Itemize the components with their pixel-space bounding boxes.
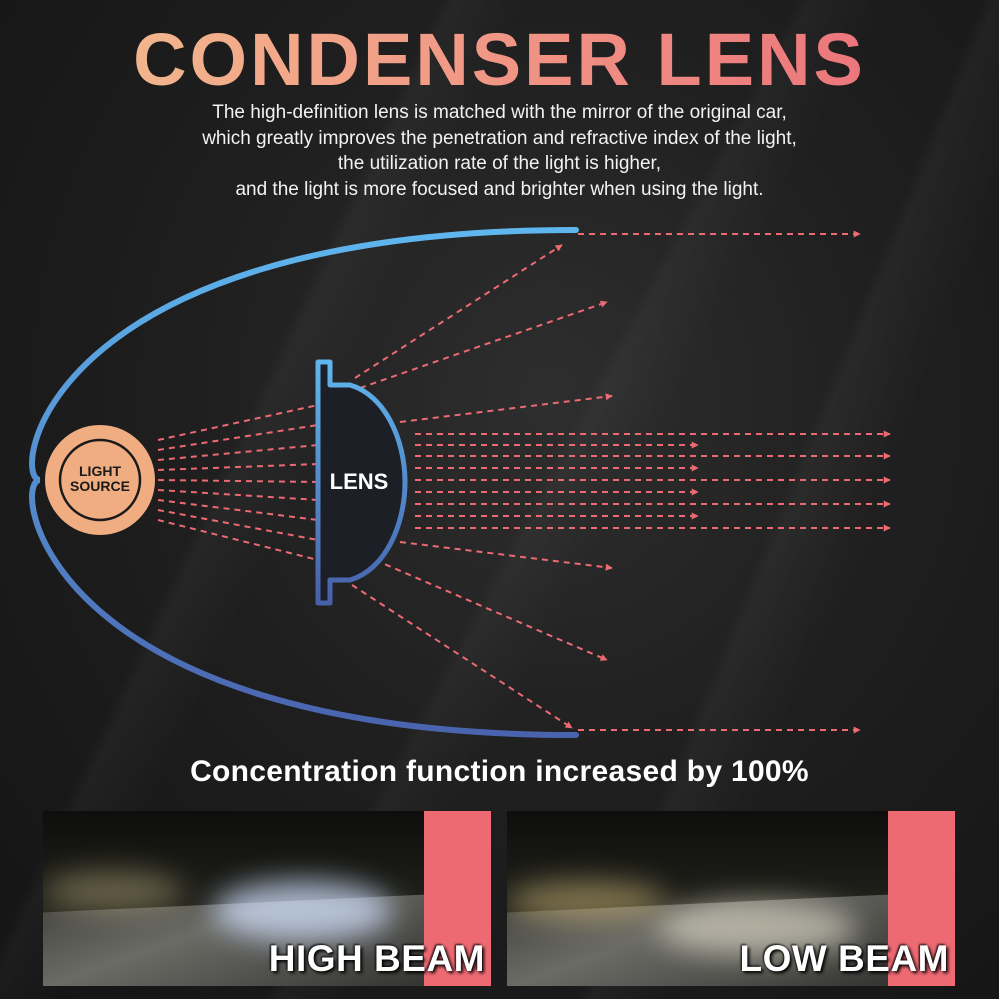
reflector-rays (351, 230, 861, 734)
accent-bar (424, 811, 491, 986)
headlight-glow (43, 871, 183, 911)
description-line: which greatly improves the penetration a… (202, 127, 797, 149)
light-source-label-line1: LIGHT (79, 463, 121, 479)
concentration-caption: Concentration function increased by 100% (190, 755, 809, 788)
description-line: The high-definition lens is matched with… (212, 102, 787, 123)
low-beam-label: LOW BEAM (739, 938, 949, 979)
description-line: the utilization rate of the light is hig… (337, 153, 662, 174)
high-beam-label: HIGH BEAM (268, 938, 485, 979)
incoming-rays (157, 404, 319, 561)
accent-bar (888, 811, 955, 986)
parallel-rays (415, 430, 891, 532)
light-source-label-line2: SOURCE (70, 478, 130, 494)
lens-label: LENS (330, 469, 389, 494)
description-line: and the light is more focused and bright… (235, 178, 764, 200)
headlight-glow (507, 881, 667, 921)
page-title: CONDENSER LENS (0, 18, 999, 102)
high-beam-photo: HIGH BEAM (43, 811, 491, 986)
light-source-ring (58, 438, 142, 522)
description: The high-definition lens is matched with… (0, 100, 999, 202)
lens-shape (315, 359, 408, 606)
headlight-glow (657, 901, 857, 956)
low-beam-photo: LOW BEAM (507, 811, 955, 986)
reflector-arc (29, 227, 579, 738)
headlight-glow (213, 881, 393, 941)
